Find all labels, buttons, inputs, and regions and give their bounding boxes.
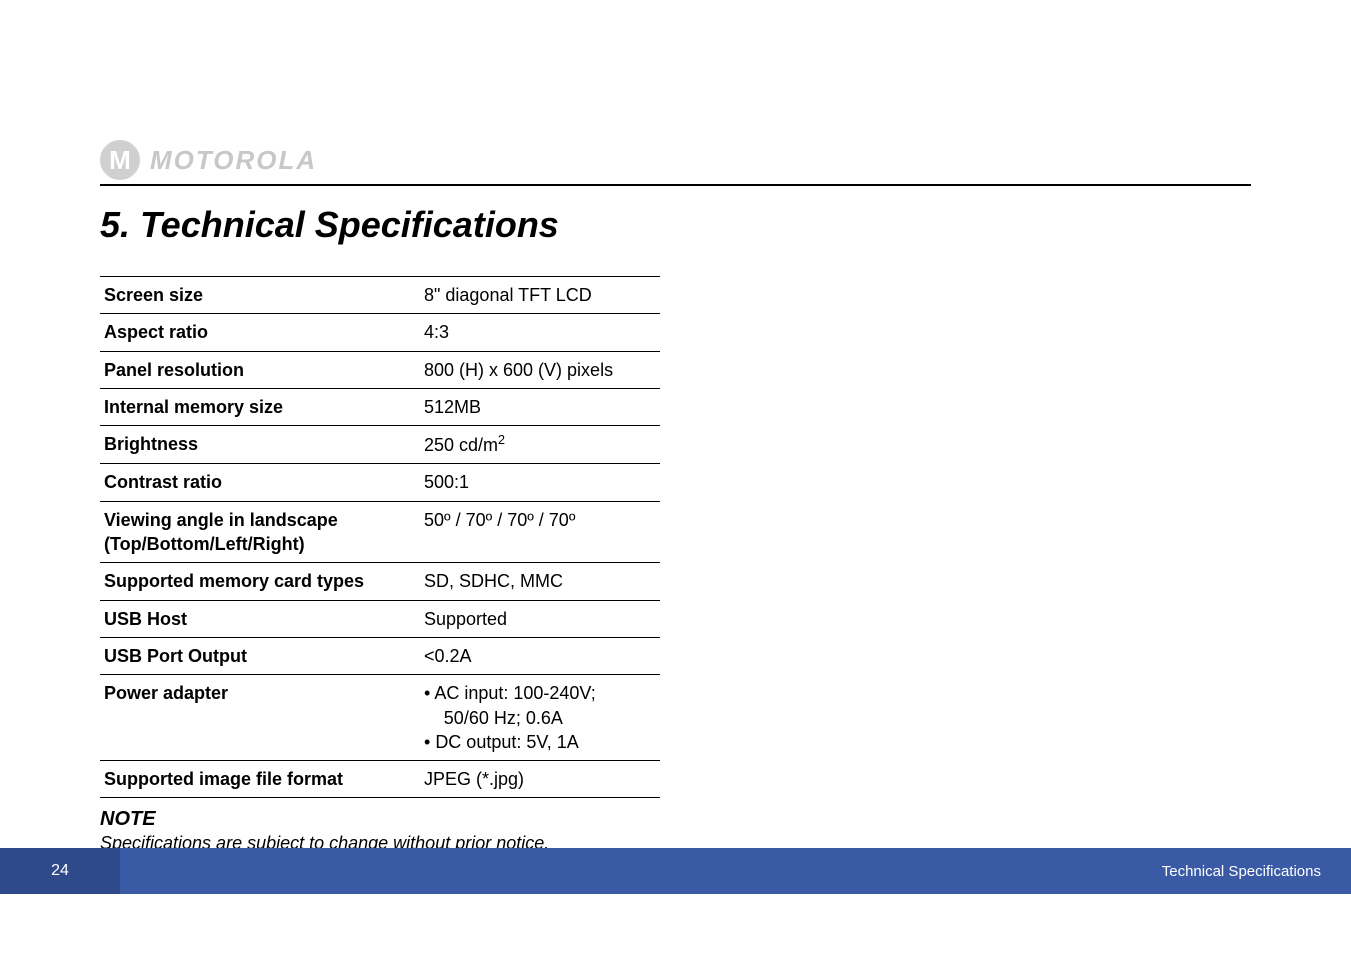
table-row: USB HostSupported: [100, 600, 660, 637]
spec-label: USB Port Output: [100, 637, 420, 674]
spec-value: 50º / 70º / 70º / 70º: [420, 501, 660, 563]
spec-value: 8" diagonal TFT LCD: [420, 277, 660, 314]
brand-wordmark: MOTOROLA: [150, 145, 317, 176]
table-row: Viewing angle in landscape (Top/Bottom/L…: [100, 501, 660, 563]
spec-value-list: AC input: 100-240V;50/60 Hz; 0.6ADC outp…: [424, 681, 656, 754]
spec-value-base: 250 cd/m: [424, 435, 498, 455]
spec-label: Internal memory size: [100, 388, 420, 425]
spec-value: 500:1: [420, 464, 660, 501]
footer-section-label: Technical Specifications: [120, 848, 1351, 894]
note-heading: NOTE: [100, 808, 1251, 831]
page-footer: 24 Technical Specifications: [0, 848, 1351, 894]
spec-label: Supported memory card types: [100, 563, 420, 600]
brand-row: M MOTOROLA: [100, 140, 1251, 180]
divider: [100, 184, 1251, 186]
spec-value-item: AC input: 100-240V;: [424, 681, 656, 705]
table-row: Internal memory size512MB: [100, 388, 660, 425]
logo-letter: M: [109, 147, 131, 173]
spec-value: 512MB: [420, 388, 660, 425]
specifications-table: Screen size8" diagonal TFT LCDAspect rat…: [100, 276, 660, 798]
motorola-logo-icon: M: [100, 140, 140, 180]
table-row: Power adapterAC input: 100-240V;50/60 Hz…: [100, 675, 660, 761]
spec-label: Aspect ratio: [100, 314, 420, 351]
spec-value: JPEG (*.jpg): [420, 761, 660, 798]
spec-value-item: 50/60 Hz; 0.6A: [424, 706, 656, 730]
table-row: Screen size8" diagonal TFT LCD: [100, 277, 660, 314]
table-row: Aspect ratio4:3: [100, 314, 660, 351]
spec-label: Panel resolution: [100, 351, 420, 388]
table-row: Panel resolution800 (H) x 600 (V) pixels: [100, 351, 660, 388]
spec-label: Power adapter: [100, 675, 420, 761]
spec-value: AC input: 100-240V;50/60 Hz; 0.6ADC outp…: [420, 675, 660, 761]
table-row: Brightness250 cd/m2: [100, 426, 660, 464]
spec-value: SD, SDHC, MMC: [420, 563, 660, 600]
spec-label: Viewing angle in landscape (Top/Bottom/L…: [100, 501, 420, 563]
spec-value: 250 cd/m2: [420, 426, 660, 464]
spec-value-item: DC output: 5V, 1A: [424, 730, 656, 754]
table-row: Contrast ratio500:1: [100, 464, 660, 501]
spec-value-sup: 2: [498, 433, 505, 447]
page-title: 5. Technical Specifications: [100, 204, 1251, 246]
spec-label: Screen size: [100, 277, 420, 314]
table-row: Supported memory card typesSD, SDHC, MMC: [100, 563, 660, 600]
table-row: USB Port Output<0.2A: [100, 637, 660, 674]
spec-label: Contrast ratio: [100, 464, 420, 501]
spec-value: Supported: [420, 600, 660, 637]
spec-label: Brightness: [100, 426, 420, 464]
spec-value: 4:3: [420, 314, 660, 351]
spec-label: USB Host: [100, 600, 420, 637]
spec-value: 800 (H) x 600 (V) pixels: [420, 351, 660, 388]
spec-value: <0.2A: [420, 637, 660, 674]
footer-page-number: 24: [0, 848, 120, 894]
table-row: Supported image file formatJPEG (*.jpg): [100, 761, 660, 798]
spec-label: Supported image file format: [100, 761, 420, 798]
